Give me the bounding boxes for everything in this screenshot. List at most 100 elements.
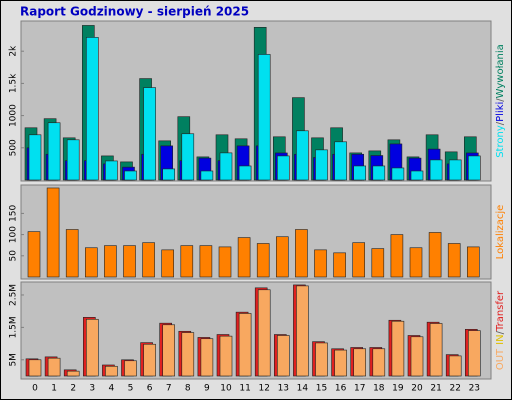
page-title: Raport Godzinowy - sierpień 2025 — [20, 5, 249, 19]
legend-entry: Strony — [495, 125, 506, 158]
x-tick-label: 1 — [51, 384, 57, 394]
legend-entry: Wywołania — [495, 44, 506, 98]
bar — [467, 330, 481, 377]
y-tick-label: 100 — [9, 226, 19, 243]
bar — [105, 160, 118, 181]
bar — [85, 247, 98, 278]
bar — [447, 243, 461, 278]
bar — [66, 139, 80, 181]
bar — [65, 229, 79, 278]
bar — [276, 335, 290, 377]
bar — [334, 349, 347, 377]
bar — [334, 141, 347, 181]
x-tick-label: 22 — [449, 384, 460, 394]
x-tick-label: 19 — [392, 384, 404, 394]
bar — [429, 159, 443, 181]
bar — [391, 320, 405, 377]
bar — [142, 242, 155, 278]
legend-separator: / — [495, 330, 506, 334]
bar — [257, 54, 271, 181]
bar — [161, 249, 174, 278]
bar — [199, 245, 213, 278]
y-tick-label: 5M — [9, 353, 19, 367]
legend-entry: IN — [495, 334, 506, 344]
x-tick-label: 18 — [373, 384, 385, 394]
x-tick-label: 23 — [469, 384, 480, 394]
bar — [200, 170, 214, 181]
bar — [143, 87, 156, 181]
bar — [296, 130, 309, 181]
bar — [467, 155, 481, 181]
bar — [28, 134, 42, 181]
bar — [162, 168, 175, 181]
bar — [372, 348, 386, 377]
bar — [28, 359, 42, 377]
x-tick-label: 14 — [297, 384, 309, 394]
bar — [353, 165, 367, 181]
legend: Lokalizacje — [495, 205, 506, 260]
bar — [237, 237, 251, 278]
x-tick-label: 10 — [220, 384, 232, 394]
x-tick-label: 11 — [239, 384, 250, 394]
bar — [315, 342, 328, 377]
y-tick-label: 2k — [9, 45, 19, 57]
bar — [391, 167, 405, 181]
bar — [429, 323, 443, 377]
bar — [66, 370, 80, 377]
bar — [105, 365, 118, 377]
y-tick-label: 1000 — [9, 104, 19, 127]
x-tick-label: 9 — [204, 384, 210, 394]
bar — [410, 336, 424, 377]
bar — [218, 246, 232, 278]
bar — [219, 335, 233, 377]
x-tick-label: 5 — [128, 384, 134, 394]
bar — [256, 243, 270, 278]
y-tick-label: 1.5k — [9, 73, 19, 93]
y-tick-label: 500 — [9, 139, 19, 156]
bar — [238, 313, 252, 377]
bar — [123, 245, 136, 278]
bar — [124, 360, 137, 377]
bar — [448, 355, 462, 377]
bar — [428, 232, 442, 278]
y-tick-label: 50 — [9, 250, 19, 262]
legend-separator: / — [495, 121, 506, 125]
bar — [315, 149, 328, 181]
bar — [219, 152, 233, 181]
bar — [276, 155, 290, 181]
legend-entry: Lokalizacje — [495, 205, 506, 260]
bar — [46, 187, 60, 278]
x-tick-label: 17 — [354, 384, 365, 394]
legend: OUT IN/Transfer — [495, 290, 506, 370]
bar — [200, 338, 214, 377]
bar — [143, 343, 156, 377]
bar — [409, 247, 423, 278]
bar — [448, 159, 462, 181]
bar — [181, 332, 195, 377]
bar — [352, 242, 366, 278]
bar — [371, 248, 385, 278]
bar — [295, 229, 308, 278]
bar — [180, 245, 194, 278]
bar — [257, 289, 271, 377]
bar — [466, 246, 480, 278]
x-tick-label: 6 — [147, 384, 153, 394]
x-tick-label: 8 — [185, 384, 191, 394]
y-tick-label: 150 — [9, 205, 19, 222]
x-tick-label: 2 — [70, 384, 76, 394]
x-tick-label: 0 — [32, 384, 38, 394]
bar — [390, 234, 404, 278]
bar — [47, 122, 61, 181]
bar — [86, 318, 99, 377]
bar — [296, 285, 309, 377]
x-tick-label: 4 — [109, 384, 115, 394]
bar — [47, 357, 61, 377]
bar — [86, 37, 99, 181]
bar — [124, 170, 137, 181]
legend-entry: Pliki — [495, 102, 506, 122]
y-tick-label: 1.5M — [9, 316, 19, 338]
bar — [104, 245, 117, 278]
bar — [333, 252, 346, 278]
x-tick-label: 15 — [316, 384, 327, 394]
